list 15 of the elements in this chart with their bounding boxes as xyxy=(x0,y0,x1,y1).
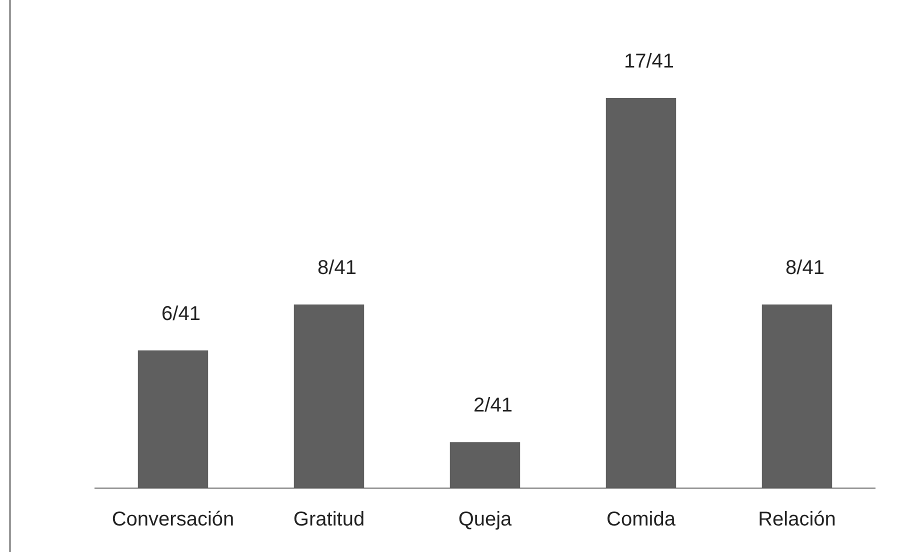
data-label: 17/41 xyxy=(624,50,674,72)
bar xyxy=(294,304,364,488)
bar xyxy=(450,442,520,488)
data-label: 8/41 xyxy=(786,256,824,279)
bar xyxy=(606,98,676,488)
x-tick-label: Queja xyxy=(458,508,513,531)
x-tick-label: Conversación xyxy=(112,508,234,531)
data-label: 6/41 xyxy=(162,302,200,325)
data-label: 8/41 xyxy=(318,256,356,279)
bar xyxy=(138,350,208,488)
bar xyxy=(762,304,832,488)
data-label: 2/41 xyxy=(474,394,512,417)
x-tick-label: Comida xyxy=(606,508,676,531)
x-tick-label: Gratitud xyxy=(293,508,365,531)
x-tick-label: Relación xyxy=(758,508,836,531)
